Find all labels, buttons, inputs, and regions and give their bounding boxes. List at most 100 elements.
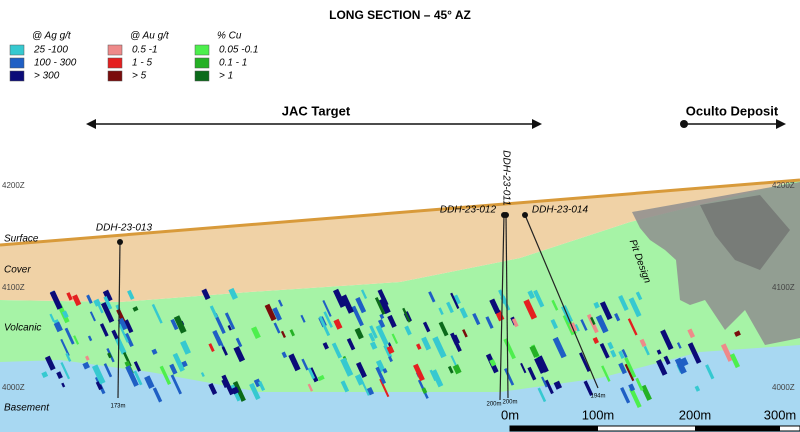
assay-interval [87,335,93,342]
assay-interval [322,342,329,350]
collar [117,239,123,245]
unit-label: Surface [4,234,39,245]
assay-interval [431,369,444,388]
assay-interval [73,335,80,345]
assay-interval [235,337,243,348]
elevation-label: 4200Z [772,181,795,190]
assay-interval [60,338,70,357]
hole-label: DDH-23-014 [532,205,589,216]
scale-label: 0m [501,407,519,422]
assay-interval [170,318,179,331]
assay-interval [432,336,447,359]
assay-interval [82,361,90,370]
assay-interval [485,316,494,329]
drill-trace [499,214,505,401]
assay-interval [523,299,538,320]
assay-interval [65,352,72,362]
cover-layer [0,180,800,302]
assay-interval [450,355,458,368]
assay-interval [144,375,155,389]
assay-interval [288,353,301,372]
assay-interval [301,358,309,371]
assay-interval [676,342,682,349]
assay-interval [151,348,158,355]
assay-interval [273,322,281,334]
assay-interval [97,303,104,314]
assay-interval [132,306,139,312]
assay-interval [720,343,734,362]
assay-interval [452,364,462,375]
assay-interval [624,357,637,378]
assay-interval [687,328,696,339]
assay-interval [544,379,554,395]
assay-interval [127,289,135,300]
legend-label: 100 - 300 [34,58,77,69]
oculto-dot [680,120,688,128]
assay-interval [624,363,635,382]
assay-interval [212,329,224,347]
assay-interval [511,318,519,328]
assay-interval [628,383,636,392]
legend-swatch [194,44,210,56]
target-label: Oculto Deposit [686,103,779,118]
assay-interval [375,324,389,346]
assay-interval [64,327,75,345]
assay-interval [85,355,90,361]
assay-interval [221,379,229,389]
assay-interval [118,323,129,343]
assay-interval [102,289,113,302]
assay-interval [366,387,375,396]
legend-label: 0.05 -0.1 [219,45,258,56]
assay-interval [416,343,422,350]
assay-interval [421,387,428,394]
legend-label: 0.1 - 1 [219,58,247,69]
assay-interval [660,329,674,351]
assay-interval [331,342,343,359]
assay-interval [173,315,187,334]
assay-interval [56,371,63,379]
assay-interval [103,363,113,378]
assay-interval [551,299,559,311]
assay-interval [354,374,365,386]
assay-interval [307,367,316,380]
assay-interval [533,289,545,308]
assay-interval [95,380,103,391]
assay-interval [86,294,93,304]
assay-interval [599,342,610,359]
assay-interval [618,295,629,311]
assay-interval [213,312,226,334]
assay-interval [635,291,643,301]
assay-interval [590,316,596,325]
drill-trace [505,214,509,399]
assay-interval [152,387,163,403]
elevation-label: 4100Z [2,283,25,292]
assay-interval [595,314,609,334]
assay-interval [729,353,741,369]
assay-interval [550,319,559,330]
assay-interval [72,294,82,307]
legend-title: @ Ag g/t [32,31,72,42]
legend-swatch [9,70,25,82]
assay-interval [272,307,282,321]
assay-interval [41,371,49,379]
assay-interval [375,366,387,385]
assay-interval [614,312,621,322]
assay-interval [663,355,671,365]
scale-segment [510,426,598,431]
assay-interval [369,325,378,339]
assay-interval [541,376,548,388]
assay-interval [627,318,638,336]
assay-interval [610,349,617,358]
assay-interval [438,307,444,316]
assay-interval [450,292,460,310]
assay-interval [208,343,215,352]
assay-interval [369,341,378,350]
assay-interval [89,311,96,322]
assay-interval [404,325,412,336]
elevation-label: 4200Z [2,181,25,190]
assay-interval [49,313,56,323]
assay-interval [180,340,191,355]
assay-interval [601,365,611,382]
assay-interval [159,365,172,385]
assay-interval [438,321,449,337]
